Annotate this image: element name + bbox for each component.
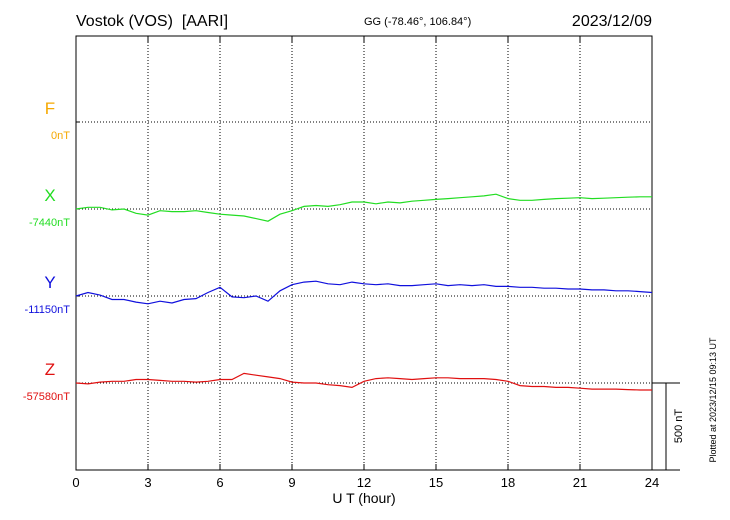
scale-bar-label: 500 nT (673, 409, 685, 444)
x-axis-label: U T (hour) (332, 490, 395, 506)
coordinates-label: GG (-78.46°, 106.84°) (364, 16, 471, 28)
series-name-F: F (45, 99, 55, 118)
series-name-Y: Y (44, 273, 55, 292)
x-tick-label-0: 0 (72, 475, 79, 490)
series-name-X: X (44, 186, 55, 205)
trace-Y (75, 280, 653, 305)
x-tick-label-12: 12 (357, 475, 371, 490)
series-baseline-X: -7440nT (29, 217, 70, 229)
x-axis-ticks: 0 3 6 9 12 15 18 21 24 (72, 36, 659, 490)
trace-X (75, 193, 652, 222)
plotted-at-note: Plotted at 2023/12/15 09:13 UT (708, 337, 718, 463)
x-tick-label-3: 3 (144, 475, 151, 490)
trace-Z (75, 372, 652, 391)
x-tick-label-9: 9 (288, 475, 295, 490)
station-title: Vostok (VOS) [AARI] (76, 13, 228, 30)
x-tick-label-15: 15 (429, 475, 443, 490)
x-tick-label-18: 18 (501, 475, 515, 490)
series-labels: F 0nT X -7440nT Y -11150nT Z -57580nT (23, 99, 70, 403)
series-name-Z: Z (45, 360, 55, 379)
x-tick-label-24: 24 (645, 475, 659, 490)
series-baseline-Y: -11150nT (25, 304, 71, 316)
series-baseline-F: 0nT (51, 130, 70, 142)
series-traces (75, 193, 653, 391)
x-tick-label-21: 21 (573, 475, 587, 490)
series-baseline-Z: -57580nT (23, 391, 70, 403)
date-label: 2023/12/09 (572, 13, 652, 30)
grid-lines (76, 36, 652, 470)
x-tick-label-6: 6 (216, 475, 223, 490)
